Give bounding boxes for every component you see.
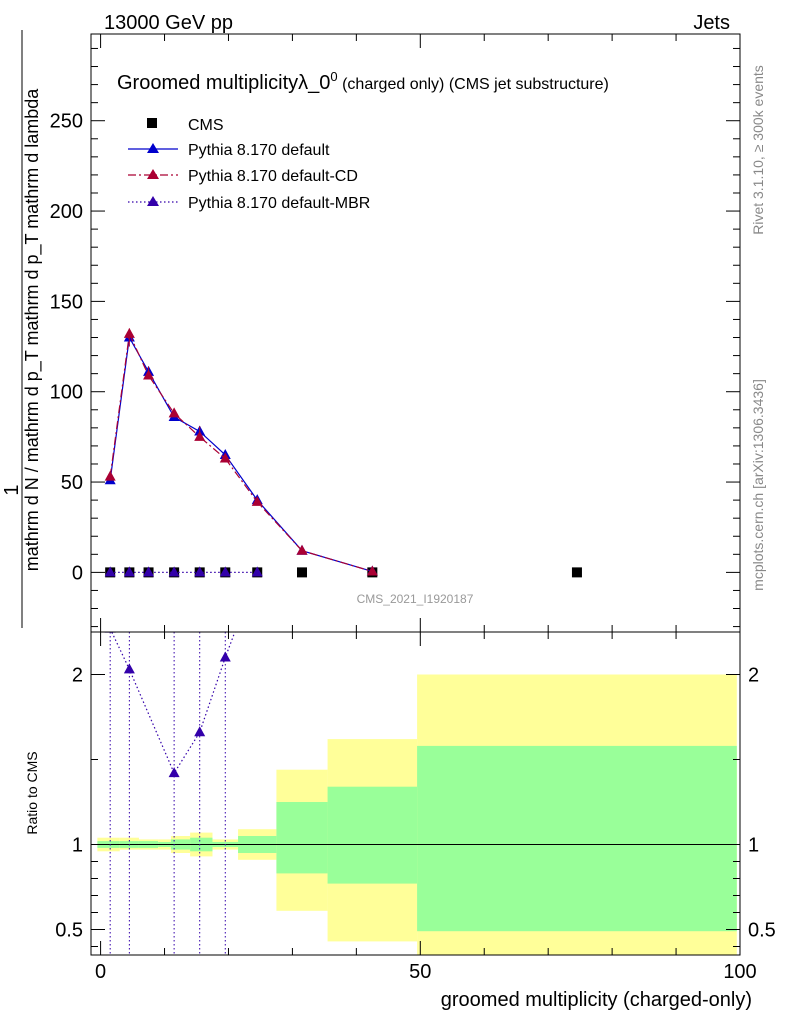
main-plot-area (104, 327, 582, 578)
ratio-ytick-label: 0.5 (55, 920, 83, 942)
legend-marker-cd (147, 169, 159, 179)
series-point-2 (168, 407, 180, 418)
ylabel-denominator: mathrm d N / mathrm d p_T mathrm d p_T m… (22, 88, 43, 571)
ratio-point (194, 726, 206, 737)
cms-point (571, 567, 582, 578)
cms-point (297, 567, 308, 578)
main-ytick-label: 150 (50, 291, 83, 313)
main-ytick-label: 50 (61, 472, 83, 494)
main-ytick-label: 250 (50, 111, 83, 133)
series-point-2 (366, 565, 378, 576)
legend-marker-mbr (147, 196, 159, 206)
xlabel: groomed multiplicity (charged-only) (441, 989, 752, 1011)
uncertainty-band-inner (276, 802, 328, 874)
ratio-ylabel: Ratio to CMS (24, 751, 40, 834)
main-axes: 0 50 100 150 200 250 (50, 34, 741, 632)
ratio-ytick-label: 1 (72, 835, 83, 857)
ylabel-numerator: 1 (1, 484, 23, 495)
legend-label-mbr: Pythia 8.170 default-MBR (188, 195, 370, 212)
series-point-2 (296, 544, 308, 555)
ratio-axes: 0.5 0.5 1 1 2 2 0 50 100 (55, 632, 776, 983)
uncertainty-band-inner (417, 745, 737, 932)
ratio-xtick-label: 100 (723, 961, 756, 983)
legend-marker-cms (147, 118, 157, 128)
main-ytick-label: 100 (50, 382, 83, 404)
main-ytick-label: 200 (50, 201, 83, 223)
ratio-ytick-label-right: 2 (748, 665, 759, 687)
ratio-point (123, 663, 135, 674)
ratio-point (168, 767, 180, 778)
series-point-3 (143, 566, 155, 577)
energy-label: 13000 GeV pp (104, 12, 233, 34)
ratio-ytick-label-right: 1 (748, 835, 759, 857)
series-line-2 (109, 331, 373, 573)
analysis-watermark: CMS_2021_I1920187 (357, 592, 474, 606)
legend-label-cd: Pythia 8.170 default-CD (188, 168, 358, 185)
series-point-3 (123, 566, 135, 577)
series-point-3 (194, 566, 206, 577)
ratio-frame (90, 631, 741, 956)
ratio-ytick-label: 2 (72, 665, 83, 687)
series-point-3 (251, 566, 263, 577)
rivet-label: Rivet 3.1.10, ≥ 300k events (750, 65, 766, 235)
series-point-3 (168, 566, 180, 577)
legend-label-cms: CMS (188, 117, 224, 134)
ratio-series-line (111, 632, 236, 775)
legend-label-default: Pythia 8.170 default (188, 142, 330, 159)
series-point-3 (104, 566, 116, 577)
ratio-xtick-label: 0 (95, 961, 106, 983)
legend-marker-default (147, 143, 159, 153)
ratio-point (219, 651, 231, 662)
chart-title: Groomed multiplicityλ_00 (charged only) … (117, 69, 609, 94)
series-point-2 (104, 470, 116, 481)
ratio-point (239, 601, 250, 611)
series-point-3 (219, 566, 231, 577)
ratio-plot-area (91, 601, 740, 955)
ratio-ytick-label-right: 0.5 (748, 920, 776, 942)
uncertainty-band-inner (327, 786, 418, 884)
legend: CMS Pythia 8.170 default Pythia 8.170 de… (128, 117, 370, 212)
main-ytick-label: 0 (72, 562, 83, 584)
category-label: Jets (693, 12, 730, 34)
series-point-2 (251, 495, 263, 506)
series-point-2 (219, 452, 231, 463)
title-sup: 0 (330, 69, 337, 84)
title-suffix: (charged only) (CMS jet substructure) (338, 76, 609, 93)
ratio-point (104, 632, 116, 633)
title-main: Groomed multiplicityλ_0 (117, 72, 330, 94)
mcplots-label: mcplots.cern.ch [arXiv:1306.3436] (750, 379, 766, 591)
ratio-xtick-label: 50 (409, 961, 431, 983)
main-ylabel: 1 mathrm d N / mathrm d p_T mathrm d p_T… (1, 30, 43, 628)
